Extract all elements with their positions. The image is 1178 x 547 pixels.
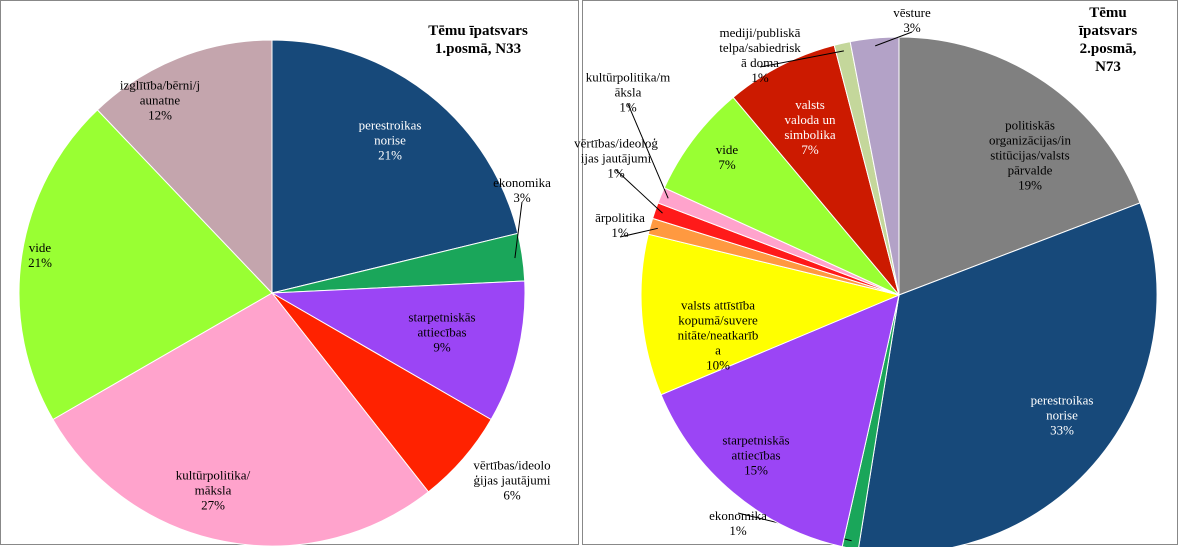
slice-label: valsts attīstība kopumā/suvere nitāte/ne… (678, 298, 759, 373)
slice-label: kultūrpolitika/ māksla 27% (176, 468, 250, 513)
category-label: izglītība/bērni/j aunatne (119, 77, 201, 108)
category-label: ekonomika (709, 508, 767, 523)
slice-label: perestroikas norise 33% (1031, 393, 1094, 438)
category-label: ekonomika (493, 175, 551, 190)
value-label: 9% (433, 339, 451, 355)
value-label: 3% (513, 190, 531, 205)
slice-label: kultūrpolitika/m āksla 1% (586, 70, 671, 115)
slice-label: starpetniskās attiecības 9% (408, 310, 475, 355)
category-label: valsts valoda un simbolika (784, 97, 836, 142)
value-label: 10% (706, 357, 730, 373)
pie-slice (96, 39, 273, 295)
category-label: starpetniskās attiecības (408, 309, 476, 340)
value-label: 33% (1050, 422, 1074, 438)
slice-label: vide 21% (28, 240, 52, 270)
chart-title: Tēmu īpatsvars 2.posmā, N73 (1078, 5, 1138, 75)
category-label: politiskās organizācijas/in stitūcijas/v… (988, 117, 1072, 178)
value-label: 1% (751, 70, 769, 85)
category-label: vide (28, 240, 52, 255)
category-label: kultūrpolitika/ māksla (175, 467, 251, 498)
category-label: ārpolitika (595, 210, 645, 225)
pie-slice (732, 44, 900, 296)
category-label: vērtības/ideolo ģijas jautājumi (473, 457, 551, 488)
value-label: 19% (1018, 177, 1042, 193)
slice-label: vērtības/ideoloģ ijas jautājumi 1% (574, 136, 658, 181)
leader-line (627, 103, 669, 199)
slice-label: ārpolitika 1% (595, 210, 645, 240)
slice-label: ekonomika 1% (709, 508, 767, 538)
leader-line (615, 169, 663, 214)
value-label: 1% (729, 523, 747, 538)
pie-slice (271, 39, 519, 294)
value-label: 27% (201, 497, 225, 513)
pie-slice (640, 233, 901, 396)
leader-line (759, 50, 844, 68)
slice-label: perestroikas norise 21% (359, 118, 422, 163)
leader-line (514, 201, 523, 259)
category-label: perestroikas norise (358, 117, 422, 148)
category-label: mediji/publiskā telpa/sabiedrisk ā doma (719, 25, 801, 70)
value-label: 3% (903, 20, 921, 35)
slice-label: valsts valoda un simbolika 7% (784, 97, 835, 157)
category-label: vide (715, 142, 739, 157)
slice-label: starpetniskās attiecības 15% (722, 433, 789, 478)
value-label: 15% (744, 462, 768, 478)
category-label: starpetniskās attiecības (722, 432, 790, 463)
value-label: 7% (801, 142, 819, 157)
slice-label: vērtības/ideolo ģijas jautājumi 6% (473, 458, 550, 503)
leader-line (619, 227, 658, 238)
value-label: 1% (607, 165, 625, 181)
leader-line (875, 31, 913, 47)
value-label: 1% (611, 225, 629, 240)
pie-slice (270, 280, 526, 421)
slice-label: ekonomika 3% (493, 175, 551, 205)
value-label: 21% (378, 147, 402, 163)
value-label: 21% (28, 255, 52, 270)
pie-slice (898, 36, 1141, 296)
value-label: 12% (148, 107, 172, 123)
pie-slice (52, 292, 430, 547)
value-label: 6% (503, 487, 521, 503)
pie-slice (663, 96, 900, 296)
category-label: kultūrpolitika/m āksla (585, 69, 671, 100)
chart-title: Tēmu īpatsvars 1.posmā, N33 (428, 23, 528, 57)
category-label: perestroikas norise (1030, 392, 1094, 423)
value-label: 7% (718, 157, 736, 172)
pie-slice (660, 294, 900, 547)
pie-slice (858, 202, 1158, 547)
pie-slice (18, 109, 273, 421)
category-label: vērtības/ideoloģ ijas jautājumi (574, 135, 658, 166)
value-label: 1% (619, 99, 637, 115)
slice-label: vide 7% (716, 142, 738, 172)
slice-label: izglītība/bērni/j aunatne 12% (120, 78, 200, 123)
category-label: vēsture (893, 5, 931, 20)
slice-label: politiskās organizācijas/in stitūcijas/v… (989, 118, 1071, 193)
slice-label: vēsture 3% (893, 5, 931, 35)
slice-label: mediji/publiskā telpa/sabiedrisk ā doma 1… (719, 25, 801, 85)
category-label: valsts attīstība kopumā/suvere nitāte/ne… (677, 297, 759, 358)
